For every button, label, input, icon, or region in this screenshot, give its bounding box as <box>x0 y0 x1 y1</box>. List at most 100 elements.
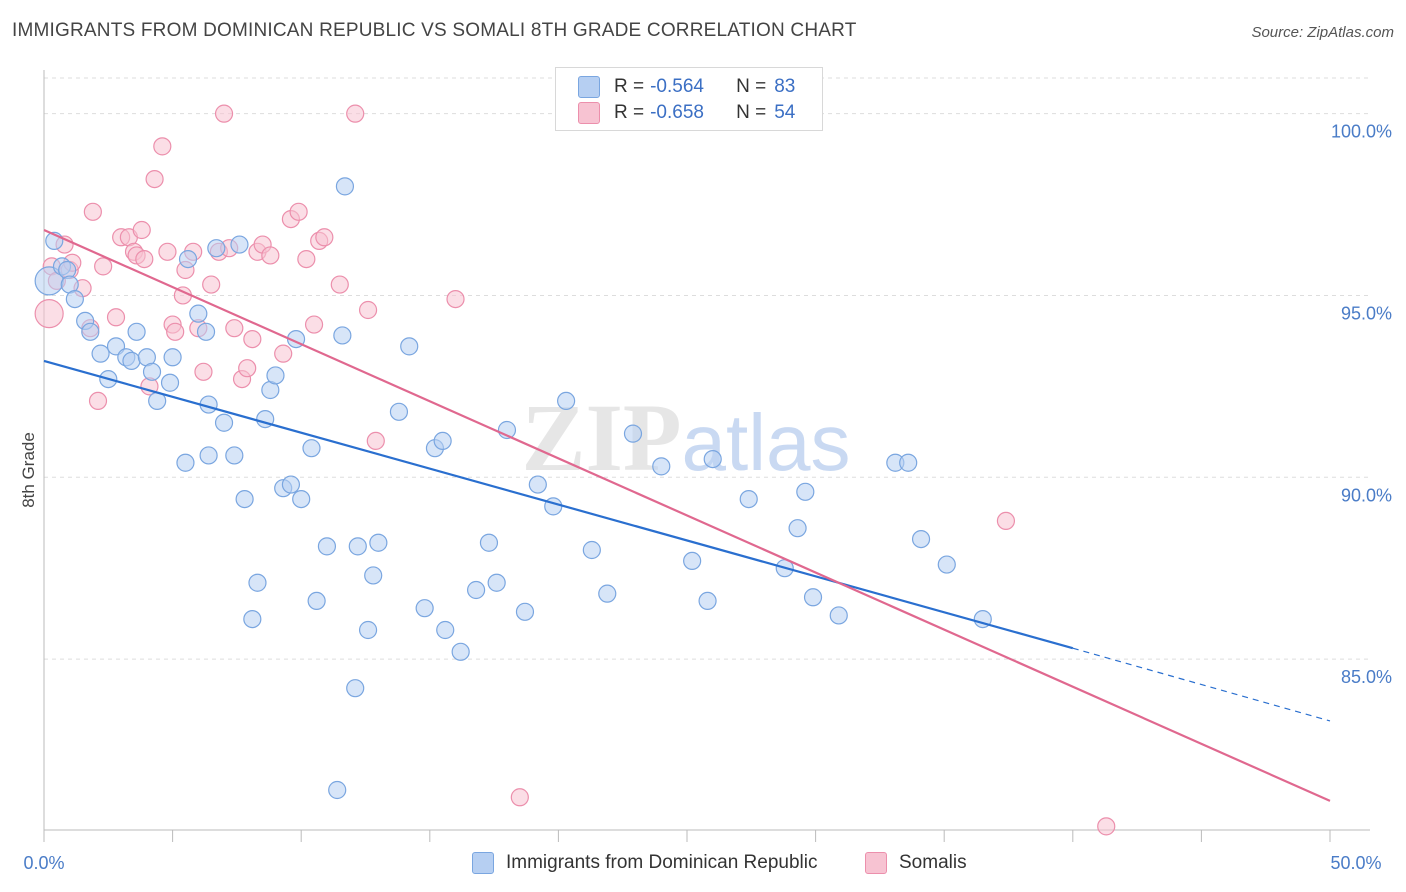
dominican-point <box>65 289 84 309</box>
somalis-point <box>446 289 465 309</box>
dominican-point <box>335 177 355 196</box>
somalis-point <box>346 104 365 123</box>
dominican-point <box>358 620 378 640</box>
dominican-point <box>698 591 717 611</box>
dominican-point <box>937 555 956 574</box>
dominican-point <box>528 475 547 494</box>
dominican-point <box>623 424 643 443</box>
dominican-point <box>91 344 110 363</box>
dominican-point <box>364 566 383 585</box>
dominican-point <box>487 573 506 592</box>
somalis-point <box>274 344 293 363</box>
dominican-point <box>127 322 146 341</box>
watermark: ZIPatlas <box>521 384 850 491</box>
dominican-point <box>415 599 434 618</box>
legend-r-label: R = <box>614 76 645 97</box>
dominican-point <box>796 482 815 501</box>
dominican-point <box>199 446 218 465</box>
somalis-point <box>34 299 64 329</box>
legend-n-label: N = <box>736 102 767 123</box>
stats-legend: R = -0.564 N = 83 R = -0.658 N = 54 <box>555 67 823 131</box>
dominican-point <box>235 489 254 509</box>
dominican-point <box>557 391 576 411</box>
somalis-point <box>261 246 280 265</box>
dominican-point <box>479 533 499 552</box>
dominican-point <box>214 413 234 432</box>
somalis-point <box>202 275 221 294</box>
dominican-point <box>163 348 182 367</box>
somalis-point <box>238 359 257 378</box>
somalis-point <box>135 249 154 269</box>
y-tick-label: 100.0% <box>1331 122 1392 142</box>
series-legend: Immigrants from Dominican Republic Somal… <box>0 852 1406 878</box>
somalis-point <box>330 275 349 294</box>
grid-lines <box>44 77 1370 660</box>
legend-n-value: 54 <box>774 102 796 123</box>
dominican-point <box>225 446 244 465</box>
legend-n-label: N = <box>736 76 767 97</box>
dominican-point <box>292 489 311 509</box>
somalis-point <box>297 249 316 269</box>
somalis-point <box>996 511 1016 531</box>
dominican-point <box>230 235 249 254</box>
dominican-point <box>333 326 352 345</box>
legend-swatch-pink <box>865 852 887 874</box>
x-tick-label: 0.0% <box>23 853 64 873</box>
legend-r-label: R = <box>614 102 645 123</box>
somalis-point <box>289 202 308 221</box>
dominican-point <box>436 620 455 640</box>
dominican-point <box>243 609 262 629</box>
somalis-point <box>194 362 213 381</box>
dominican-point <box>829 606 848 625</box>
somalis-trend-line <box>43 228 1331 802</box>
dominican-point <box>160 373 180 392</box>
somalis-point <box>243 329 262 349</box>
somalis-point <box>153 137 172 156</box>
dominican-point <box>207 239 226 258</box>
y-tick-label: 90.0% <box>1341 485 1392 505</box>
dominican-point <box>703 449 722 469</box>
somalis-point <box>83 202 102 221</box>
legend-row-somalis: R = -0.658 N = 54 <box>578 100 795 126</box>
legend-swatch-blue <box>578 76 600 98</box>
dominican-point <box>307 591 326 611</box>
y-tick-label: 85.0% <box>1341 667 1392 687</box>
dominican-point <box>911 529 931 549</box>
watermark-atlas: atlas <box>682 398 851 487</box>
somalis-point <box>158 242 177 261</box>
dominican-point <box>400 337 419 356</box>
somalis-point <box>166 322 185 341</box>
somalis-point <box>315 228 334 247</box>
dominican-points <box>34 177 992 800</box>
dominican-point <box>142 362 162 381</box>
legend-label-somalis: Somalis <box>899 852 967 873</box>
legend-item-dominican[interactable]: Immigrants from Dominican Republic <box>472 852 818 874</box>
dominican-point <box>302 439 321 458</box>
dominican-point <box>348 537 367 556</box>
dominican-point <box>189 304 208 323</box>
somalis-point <box>106 308 126 327</box>
somalis-point <box>1097 817 1116 836</box>
trend-lines <box>43 228 1331 802</box>
legend-r-value: -0.658 <box>650 102 704 123</box>
somalis-point <box>304 315 324 334</box>
dominican-point <box>652 457 671 476</box>
chart-title: IMMIGRANTS FROM DOMINICAN REPUBLIC VS SO… <box>12 20 857 41</box>
somalis-point <box>145 169 164 189</box>
dominican-point <box>739 489 758 509</box>
somalis-point <box>88 391 108 411</box>
watermark-zip: ZIP <box>521 384 681 491</box>
dominican-point <box>683 551 702 571</box>
dominican-point <box>346 679 365 698</box>
legend-swatch-pink <box>578 102 600 124</box>
legend-n-value: 83 <box>774 76 796 97</box>
legend-label-dominican: Immigrants from Dominican Republic <box>506 852 818 873</box>
dominican-point <box>317 537 337 556</box>
somalis-point <box>366 431 385 451</box>
legend-item-somalis[interactable]: Somalis <box>865 852 967 874</box>
legend-r-value: -0.564 <box>650 76 704 97</box>
dominican-point <box>281 475 301 494</box>
y-tick-label: 95.0% <box>1341 303 1392 323</box>
dominican-point <box>598 584 617 603</box>
